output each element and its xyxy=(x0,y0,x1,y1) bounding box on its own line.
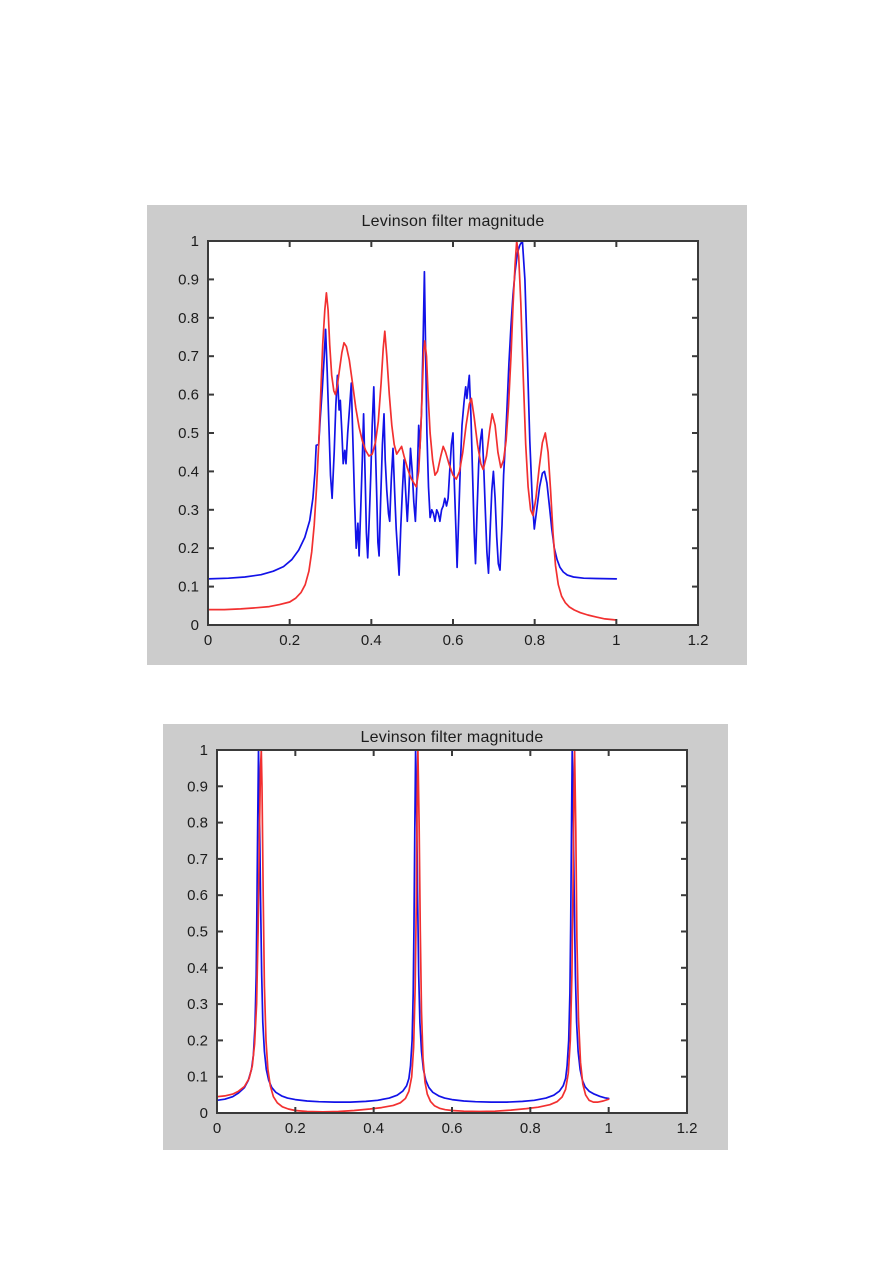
y-tick-label: 0.6 xyxy=(187,887,208,904)
y-tick-label: 0.4 xyxy=(178,463,199,480)
y-tick-label: 0.3 xyxy=(178,502,199,519)
y-tick-label: 0.6 xyxy=(178,387,199,404)
x-tick-label: 0.2 xyxy=(279,632,300,649)
y-tick-label: 0.7 xyxy=(187,851,208,868)
x-tick-label: 0.6 xyxy=(443,632,464,649)
y-tick-label: 0 xyxy=(200,1105,208,1122)
y-tick-label: 0.8 xyxy=(178,310,199,327)
x-tick-label: 1 xyxy=(612,632,620,649)
x-tick-label: 0.8 xyxy=(524,632,545,649)
y-tick-label: 1 xyxy=(191,233,199,250)
y-tick-label: 0 xyxy=(191,617,199,634)
chart-title: Levinson filter magnitude xyxy=(360,729,544,746)
spectrum-blue-line xyxy=(207,240,618,580)
x-tick-label: 0 xyxy=(204,632,212,649)
y-tick-label: 0.7 xyxy=(178,348,199,365)
spectrum-blue-line xyxy=(216,749,610,1103)
y-tick-label: 0.5 xyxy=(178,425,199,442)
chart-canvas-top: 0 0.2 0.4 0.6 0.8 1 1.2 0 0.1 0.2 0.3 0.4 0.5 0.6 0.7 0… xyxy=(178,233,709,649)
y-tick-label: 0.3 xyxy=(187,996,208,1013)
x-tick-label: 0.6 xyxy=(442,1120,463,1137)
x-tick-label: 0.2 xyxy=(285,1120,306,1137)
y-tick-label: 0.5 xyxy=(187,924,208,941)
x-tick-label: 0 xyxy=(213,1120,221,1137)
y-tick-label: 1 xyxy=(200,742,208,759)
envelope-red-line xyxy=(216,749,610,1113)
figure-panel-bottom: Levinson filter magnitude 0 0.2 0.4 0.6 0.8 1… xyxy=(163,724,728,1150)
y-tick-label: 0.4 xyxy=(187,960,208,977)
y-tick-label: 0.9 xyxy=(178,271,199,288)
x-tick-label: 0.8 xyxy=(520,1120,541,1137)
y-tick-label: 0.9 xyxy=(187,778,208,795)
plot-area xyxy=(217,750,687,1113)
y-tick-label: 0.2 xyxy=(187,1032,208,1049)
x-tick-label: 1.2 xyxy=(677,1120,698,1137)
y-tick-label: 0.2 xyxy=(178,540,199,557)
chart-title: Levinson filter magnitude xyxy=(361,213,545,230)
figure-panel-top: Levinson filter magnitude 0 0.2 0.4 0.6 0.8 1… xyxy=(147,205,747,665)
y-tick-label: 0.1 xyxy=(187,1069,208,1086)
envelope-red-line xyxy=(207,240,618,621)
y-tick-label: 0.8 xyxy=(187,815,208,832)
x-tick-label: 1 xyxy=(604,1120,612,1137)
y-tick-label: 0.1 xyxy=(178,579,199,596)
chart-canvas-bottom: 0 0.2 0.4 0.6 0.8 1 1.2 0 0.1 0.2 0.3 0.4 0.5 0.6 0.7 0… xyxy=(187,742,698,1137)
x-tick-label: 0.4 xyxy=(361,632,382,649)
x-tick-label: 0.4 xyxy=(363,1120,384,1137)
x-tick-label: 1.2 xyxy=(688,632,709,649)
